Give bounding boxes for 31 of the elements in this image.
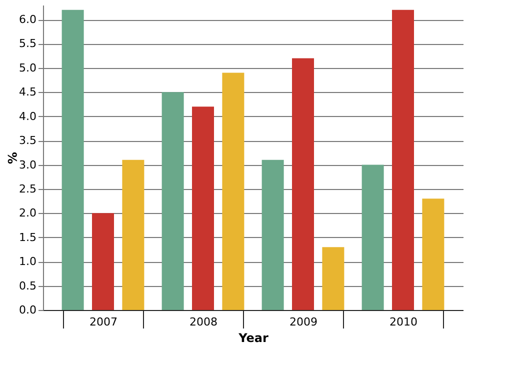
x-tick-label: 2009 xyxy=(290,316,318,328)
y-tick-label: 3.0 xyxy=(19,158,36,172)
bar xyxy=(392,10,414,310)
bar xyxy=(322,247,344,310)
y-axis-title: % xyxy=(5,152,20,164)
x-tick-label: 2010 xyxy=(390,316,418,328)
x-axis-title: Year xyxy=(238,331,268,345)
x-tick-label: 2008 xyxy=(190,316,218,328)
bar xyxy=(92,213,114,310)
y-tick-label: 6.0 xyxy=(19,13,36,26)
bar xyxy=(262,160,284,310)
y-tick-label: 2.0 xyxy=(19,206,36,220)
y-tick-label: 0.5 xyxy=(19,279,36,292)
bar xyxy=(122,160,144,310)
bar xyxy=(422,198,444,310)
bar xyxy=(192,106,214,310)
bar xyxy=(162,92,184,310)
y-tick-label: 3.5 xyxy=(19,134,36,148)
bar xyxy=(222,72,244,310)
y-tick-label: 0.0 xyxy=(19,304,36,316)
y-tick-label: 2.5 xyxy=(19,182,36,196)
y-tick-label: 4.0 xyxy=(19,110,36,123)
y-tick-label: 5.5 xyxy=(19,37,36,50)
y-tick-label: 4.5 xyxy=(19,86,36,99)
y-tick-label: 5.0 xyxy=(19,61,36,74)
bar xyxy=(292,58,314,310)
y-tick-label: 1.0 xyxy=(19,255,36,268)
bar xyxy=(362,164,384,310)
x-tick-label: 2007 xyxy=(90,316,118,328)
bar xyxy=(62,10,84,310)
y-tick-label: 1.5 xyxy=(19,230,36,244)
